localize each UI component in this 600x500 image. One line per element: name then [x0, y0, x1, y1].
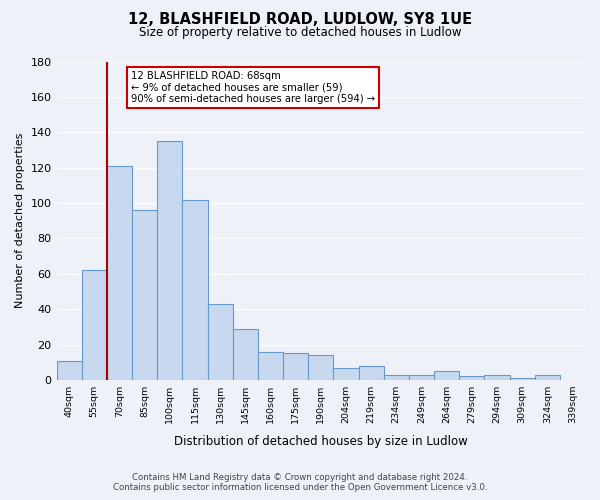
Bar	[434, 371, 459, 380]
Bar	[182, 200, 208, 380]
Bar	[509, 378, 535, 380]
Text: 12, BLASHFIELD ROAD, LUDLOW, SY8 1UE: 12, BLASHFIELD ROAD, LUDLOW, SY8 1UE	[128, 12, 472, 28]
Bar	[233, 328, 258, 380]
X-axis label: Distribution of detached houses by size in Ludlow: Distribution of detached houses by size …	[174, 434, 467, 448]
Y-axis label: Number of detached properties: Number of detached properties	[15, 133, 25, 308]
Bar	[409, 374, 434, 380]
Bar	[334, 368, 359, 380]
Bar	[308, 356, 334, 380]
Bar	[56, 360, 82, 380]
Text: 12 BLASHFIELD ROAD: 68sqm
← 9% of detached houses are smaller (59)
90% of semi-d: 12 BLASHFIELD ROAD: 68sqm ← 9% of detach…	[131, 71, 374, 104]
Bar	[208, 304, 233, 380]
Bar	[283, 354, 308, 380]
Bar	[484, 374, 509, 380]
Bar	[459, 376, 484, 380]
Text: Contains HM Land Registry data © Crown copyright and database right 2024.
Contai: Contains HM Land Registry data © Crown c…	[113, 473, 487, 492]
Bar	[107, 166, 132, 380]
Bar	[157, 141, 182, 380]
Bar	[359, 366, 383, 380]
Bar	[535, 374, 560, 380]
Bar	[132, 210, 157, 380]
Bar	[258, 352, 283, 380]
Text: Size of property relative to detached houses in Ludlow: Size of property relative to detached ho…	[139, 26, 461, 39]
Bar	[383, 374, 409, 380]
Bar	[82, 270, 107, 380]
